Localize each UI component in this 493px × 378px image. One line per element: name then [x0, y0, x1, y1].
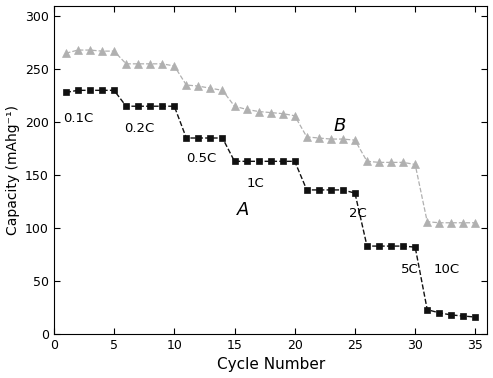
Text: 2C: 2C: [349, 207, 367, 220]
Text: 0.1C: 0.1C: [64, 112, 94, 124]
Text: 1C: 1C: [246, 177, 264, 190]
X-axis label: Cycle Number: Cycle Number: [216, 358, 325, 372]
Y-axis label: Capacity (mAhg⁻¹): Capacity (mAhg⁻¹): [5, 105, 20, 235]
Text: 10C: 10C: [433, 263, 459, 276]
Text: 0.5C: 0.5C: [186, 152, 216, 165]
Text: A: A: [237, 200, 249, 218]
Text: 0.2C: 0.2C: [124, 122, 154, 135]
Text: B: B: [333, 117, 346, 135]
Text: 5C: 5C: [401, 263, 419, 276]
